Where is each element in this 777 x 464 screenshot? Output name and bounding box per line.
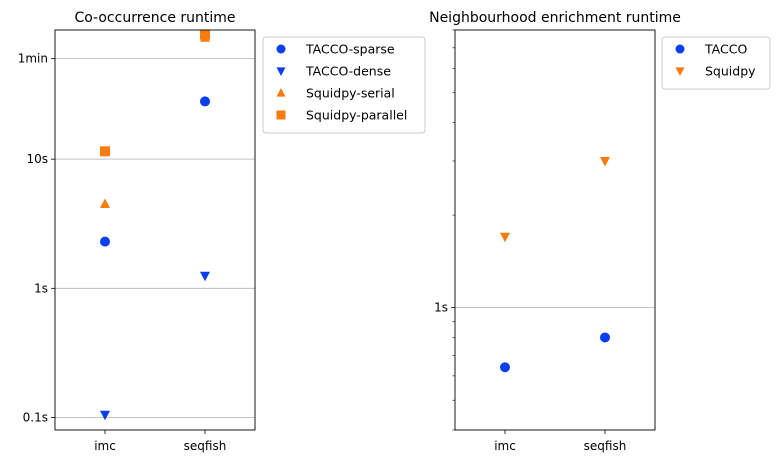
plot-frame [54,29,256,431]
point-squidpy-seqfish [600,156,610,167]
y-tick-label: 1s [34,281,48,295]
legend-label-tacco: TACCO [704,42,747,57]
co-occurrence-panel: Co-occurrence runtime 0.1s 1s 10s 1min imc seq… [18,10,426,453]
x-tick-label-imc: imc [494,439,516,453]
point-tacco-dense-seqfish [200,271,210,282]
legend-label-squidpy-serial: Squidpy-serial [306,86,395,101]
legend-marker-squidpy-parallel [276,110,286,120]
legend-marker-squidpy [675,67,685,76]
legend-marker-tacco [675,44,685,54]
legend-label-squidpy-parallel: Squidpy-parallel [306,108,407,123]
legend-label-squidpy: Squidpy [705,64,756,79]
point-squidpy-parallel-seqfish [200,29,210,40]
point-tacco-sparse-imc [100,236,110,247]
point-tacco-seqfish [600,332,610,343]
point-tacco-imc [500,362,510,373]
point-squidpy-serial-imc [100,198,110,208]
point-tacco-sparse-seqfish [200,96,210,107]
x-tick-label-seqfish: seqfish [184,439,227,453]
x-tick-label-imc: imc [94,439,116,453]
y-tick-label: 1min [18,52,48,66]
legend-label-tacco-dense: TACCO-dense [305,64,391,79]
y-tick-label: 10s [26,152,48,166]
y-tick-label: 0.1s [23,410,48,424]
legend-marker-tacco-sparse [276,44,286,54]
point-tacco-dense-imc [100,410,110,421]
legend-box [661,36,771,90]
legend-box [262,36,426,134]
point-squidpy-parallel-imc [100,146,110,157]
point-squidpy-imc [500,232,510,243]
chart-title: Co-occurrence runtime [74,10,235,26]
chart-title: Neighbourhood enrichment runtime [429,10,681,26]
legend-marker-tacco-dense [276,67,286,76]
legend-marker-squidpy-serial [276,88,286,97]
neighbourhood-enrichment-panel: Neighbourhood enrichment runtime 1s imc seq… [429,10,771,453]
legend-label-tacco-sparse: TACCO-sparse [305,42,395,57]
plot-frame [454,29,656,431]
y-tick-label: 1s [434,301,448,315]
x-tick-label-seqfish: seqfish [584,439,627,453]
